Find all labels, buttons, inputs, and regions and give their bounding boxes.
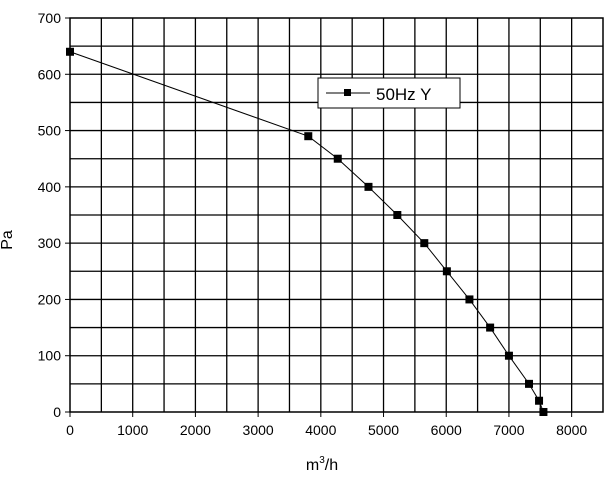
legend: 50Hz Y	[317, 77, 461, 109]
x-tick-label: 0	[66, 422, 74, 438]
x-tick-label: 7000	[493, 422, 524, 438]
x-tick-label: 2000	[180, 422, 211, 438]
x-axis-label: m3/h	[306, 455, 338, 474]
data-point	[420, 239, 429, 248]
y-tick-label: 500	[38, 123, 62, 139]
y-tick-label: 100	[38, 348, 62, 364]
data-point	[442, 267, 451, 276]
x-tick-label: 4000	[305, 422, 336, 438]
y-tick-label: 300	[38, 235, 62, 251]
y-tick-label: 400	[38, 179, 62, 195]
legend-label: 50Hz Y	[376, 85, 431, 104]
y-tick-label: 200	[38, 291, 62, 307]
data-points	[66, 47, 548, 416]
x-tick-label: 3000	[243, 422, 274, 438]
data-point	[393, 211, 402, 219]
x-tick-label: 6000	[431, 422, 462, 438]
data-point	[535, 396, 544, 405]
y-tick-label: 600	[38, 66, 62, 82]
x-tick-label: 1000	[117, 422, 148, 438]
data-point	[465, 295, 474, 304]
x-axis-label-suffix: /h	[325, 457, 338, 474]
x-tick-label: 5000	[368, 422, 399, 438]
axes	[65, 17, 604, 417]
data-point	[486, 323, 495, 332]
data-point	[304, 132, 313, 141]
data-point	[364, 182, 373, 191]
y-axis-label: Pa	[0, 230, 16, 250]
data-point	[333, 154, 342, 163]
grid-lines	[70, 18, 603, 412]
series-lines	[69, 51, 544, 413]
series-line	[69, 51, 544, 413]
x-axis-label-base: m	[306, 457, 319, 474]
y-tick-label: 700	[38, 10, 62, 26]
data-point	[539, 408, 548, 416]
data-point	[504, 351, 513, 360]
legend-marker	[344, 89, 351, 96]
data-point	[66, 47, 74, 56]
x-axis-label-sup: 3	[319, 455, 325, 466]
x-tick-label: 8000	[556, 422, 587, 438]
y-tick-label: 0	[53, 404, 61, 420]
data-point	[525, 379, 534, 388]
tick-labels: 0 1000 2000 3000 4000 5000 6000 7000 8000 0 100 200…	[38, 10, 588, 438]
plot-frame	[69, 17, 604, 413]
